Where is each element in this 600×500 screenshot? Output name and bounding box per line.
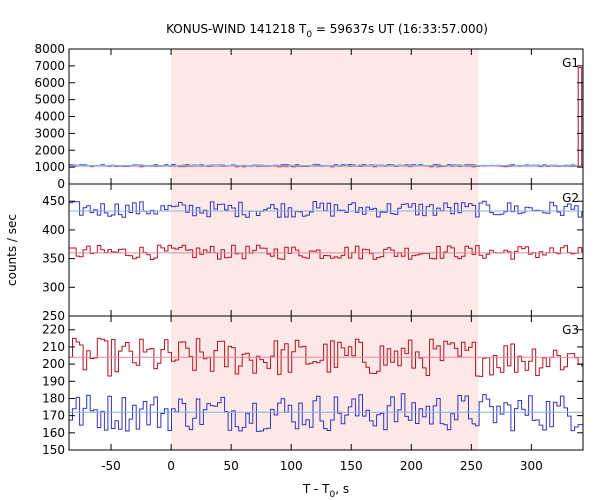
shaded-interval [171,316,479,450]
y-tick-label: 400 [42,223,65,237]
y-tick-label: 190 [42,374,65,388]
panel-g1: 0 1000 2000 3000 4000 5000 6000 7000 8000 G1 [34,42,584,191]
y-tick-label: 350 [42,252,65,266]
y-tick-label: 3000 [34,126,65,140]
y-tick-label: 210 [42,340,65,354]
x-tick-label: 150 [340,459,363,473]
series-blue-g2 [69,200,583,218]
x-tick-label: 250 [460,459,483,473]
shaded-interval [171,49,479,184]
panel-frame [68,315,584,451]
x-tick-label: 100 [280,459,303,473]
panel-label: G3 [562,323,579,337]
plot-area: 010002000300040005000600070008000G125030… [34,42,584,473]
y-tick-label: 4000 [34,110,65,124]
x-tick-label: 300 [520,459,543,473]
y-tick-label: 8000 [34,42,65,56]
y-tick-label: 2000 [34,143,65,157]
y-axis-label: counts / sec [5,214,19,286]
chart-title: KONUS-WIND 141218 T0 = 59637s UT (16:33:… [166,22,488,40]
panel-g3: 150 160 170 180 190 200 210 220 G3 [42,315,584,457]
y-tick-label: 7000 [34,59,65,73]
shaded-interval [171,184,479,316]
y-tick-label: 250 [42,309,65,323]
y-tick-label: 150 [42,443,65,457]
y-tick-label: 180 [42,391,65,405]
y-tick-label: 200 [42,357,65,371]
y-tick-label: 1000 [34,160,65,174]
y-tick-label: 0 [57,177,65,191]
y-tick-label: 220 [42,323,65,337]
panel-label: G2 [562,191,579,205]
x-tick-label: -50 [101,459,121,473]
x-tick-label: 50 [223,459,238,473]
x-axis-label: T - T0, s [302,482,349,500]
series-blue-g3 [69,393,583,432]
series-red-g3 [69,337,583,377]
y-tick-label: 170 [42,409,65,423]
x-tick-label: 200 [400,459,423,473]
y-tick-label: 450 [42,194,65,208]
x-tick-label: 0 [167,459,175,473]
y-tick-label: 6000 [34,76,65,90]
y-tick-label: 5000 [34,93,65,107]
y-tick-label: 300 [42,280,65,294]
panel-g2: 250 300 350 400 450 G2 [42,183,584,323]
panel-label: G1 [562,56,579,70]
y-tick-label: 160 [42,426,65,440]
